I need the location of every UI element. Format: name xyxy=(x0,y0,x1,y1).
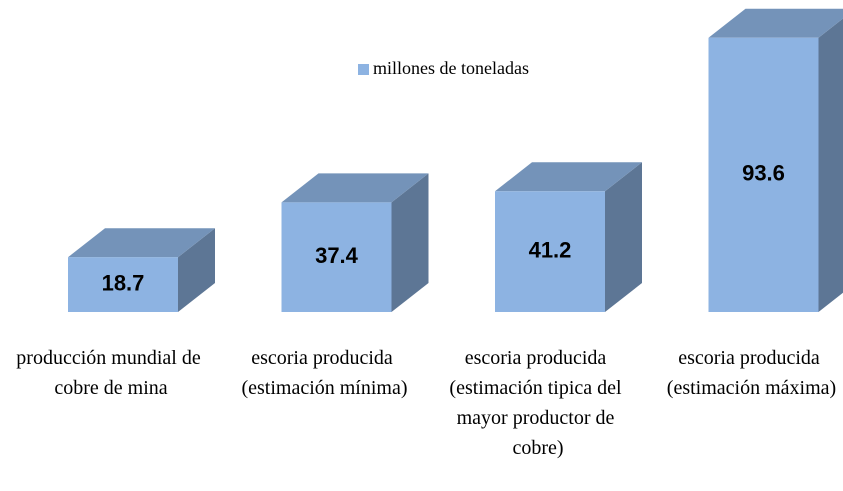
label-line: escoria producida xyxy=(678,347,825,369)
label-line: (estimación tipica del xyxy=(449,377,626,399)
label-line: mayor productor de xyxy=(457,407,620,429)
bar xyxy=(281,173,429,312)
label-line: cobre) xyxy=(512,437,563,459)
bar xyxy=(68,228,215,312)
value-label: 41.2 xyxy=(529,237,572,262)
bar-top xyxy=(708,8,843,38)
bar-front xyxy=(495,191,605,312)
bar-front xyxy=(281,202,392,312)
x-tick-label: producción mundial de cobre de mina xyxy=(16,347,205,399)
bar-side xyxy=(178,228,215,312)
label-line: escoria producida xyxy=(251,347,398,369)
label-line: cobre de mina xyxy=(54,377,167,399)
label-line: producción mundial de xyxy=(16,347,205,369)
x-tick-label: escoria producida (estimación mínima) xyxy=(241,347,407,399)
x-tick-label: escoria producida (estimación tipica del… xyxy=(449,347,626,459)
bar-side xyxy=(391,173,429,312)
bar-side xyxy=(605,162,642,312)
bar-top xyxy=(495,162,642,192)
legend-label: millones de toneladas xyxy=(373,58,529,78)
label-line: (estimación máxima) xyxy=(667,377,836,399)
value-label: 18.7 xyxy=(102,270,145,295)
bar-front xyxy=(708,37,819,312)
label-line: escoria producida xyxy=(465,347,612,369)
label-line: (estimación mínima) xyxy=(241,377,407,399)
bar xyxy=(495,162,642,312)
legend-swatch xyxy=(358,64,369,75)
bar-front xyxy=(68,257,178,312)
value-label: 93.6 xyxy=(742,161,785,186)
value-label: 37.4 xyxy=(315,243,359,268)
bar-side xyxy=(818,18,843,312)
bar-top xyxy=(281,173,429,203)
bar xyxy=(708,8,843,312)
bar-top xyxy=(68,228,215,258)
x-tick-label: escoria producida (estimación máxima) xyxy=(667,347,836,399)
